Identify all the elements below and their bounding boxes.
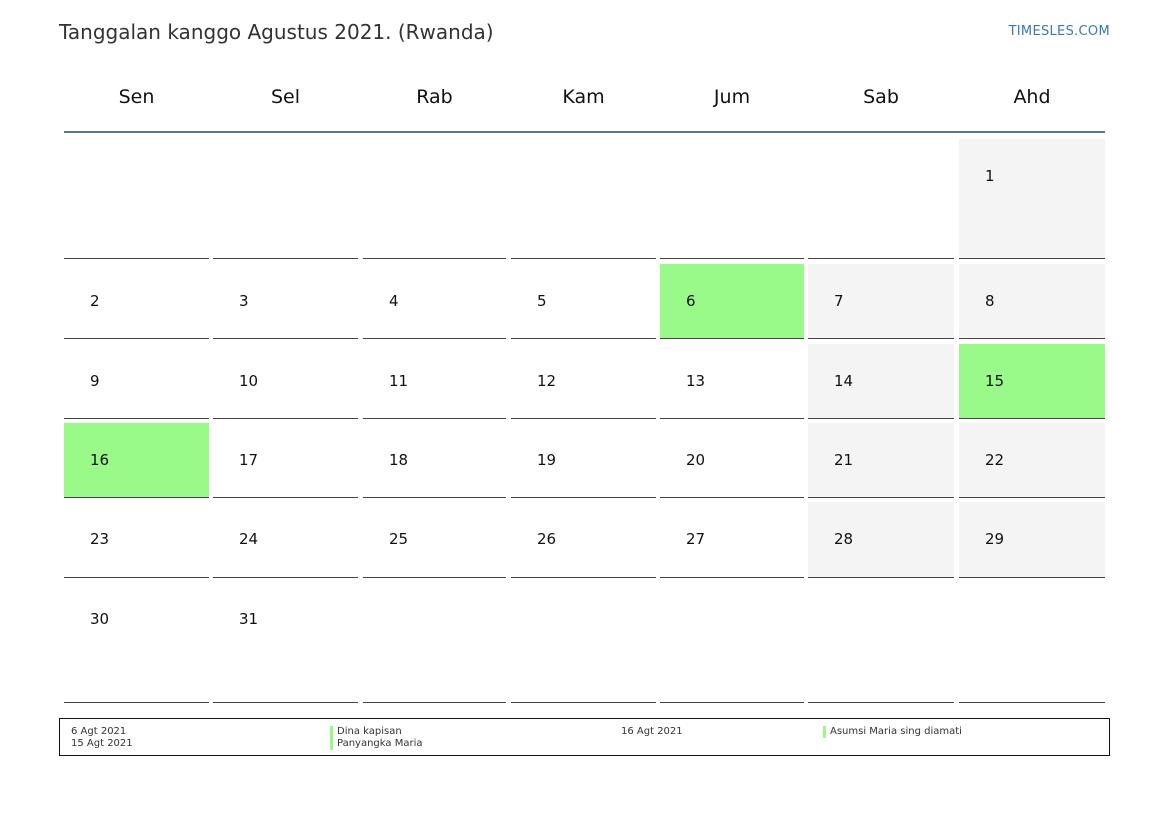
weekday-header: Sab xyxy=(863,86,899,108)
holiday-legend: 6 Agt 2021 15 Agt 2021 Dina kapisan Pany… xyxy=(59,718,1110,756)
day-cell[interactable]: 20 xyxy=(660,423,804,498)
day-number: 4 xyxy=(389,292,399,310)
day-number: 25 xyxy=(389,530,409,548)
legend-date: 15 Agt 2021 xyxy=(71,738,133,749)
empty-day-cell xyxy=(64,139,209,259)
legend-date: 6 Agt 2021 xyxy=(71,726,127,737)
empty-day-cell xyxy=(511,139,656,259)
day-cell[interactable]: 2 xyxy=(64,264,209,339)
day-number: 27 xyxy=(686,530,706,548)
holiday-day-cell[interactable]: 16 xyxy=(64,423,209,498)
weekday-header: Sel xyxy=(270,86,301,108)
day-cell[interactable]: 18 xyxy=(363,423,506,498)
day-cell[interactable]: 27 xyxy=(660,502,804,578)
weekday-header: Ahd xyxy=(1013,86,1051,108)
day-number: 11 xyxy=(389,372,409,390)
day-number: 15 xyxy=(985,372,1005,390)
day-number: 3 xyxy=(239,292,249,310)
day-cell[interactable]: 23 xyxy=(64,502,209,578)
weekend-day-cell[interactable]: 29 xyxy=(959,502,1105,578)
legend-holiday-name: Dina kapisan xyxy=(330,726,402,738)
legend-date: 16 Agt 2021 xyxy=(621,726,683,737)
day-number: 31 xyxy=(239,610,259,628)
day-cell[interactable]: 25 xyxy=(363,502,506,578)
day-number: 14 xyxy=(834,372,854,390)
weekend-day-cell[interactable]: 28 xyxy=(808,502,954,578)
day-number: 8 xyxy=(985,292,995,310)
legend-holiday-name: Asumsi Maria sing diamati xyxy=(823,726,962,738)
day-cell[interactable]: 3 xyxy=(213,264,358,339)
day-number: 24 xyxy=(239,530,259,548)
day-number: 1 xyxy=(985,167,995,185)
day-cell[interactable]: 13 xyxy=(660,344,804,419)
day-number: 18 xyxy=(389,451,409,469)
day-number: 23 xyxy=(90,530,110,548)
day-number: 12 xyxy=(537,372,557,390)
day-cell[interactable]: 24 xyxy=(213,502,358,578)
day-number: 17 xyxy=(239,451,259,469)
empty-day-cell xyxy=(808,582,954,703)
weekday-header: Kam xyxy=(562,86,605,108)
weekend-day-cell[interactable]: 1 xyxy=(959,139,1105,259)
day-cell[interactable]: 26 xyxy=(511,502,656,578)
brand-link[interactable]: TIMESLES.COM xyxy=(1008,24,1110,39)
day-number: 21 xyxy=(834,451,854,469)
weekend-day-cell[interactable]: 7 xyxy=(808,264,954,339)
day-number: 30 xyxy=(90,610,110,628)
empty-day-cell xyxy=(213,139,358,259)
day-number: 7 xyxy=(834,292,844,310)
weekday-header: Sen xyxy=(118,86,155,108)
day-number: 13 xyxy=(686,372,706,390)
day-cell[interactable]: 11 xyxy=(363,344,506,419)
day-number: 22 xyxy=(985,451,1005,469)
day-number: 9 xyxy=(90,372,100,390)
day-cell[interactable]: 9 xyxy=(64,344,209,419)
day-number: 29 xyxy=(985,530,1005,548)
day-cell[interactable]: 17 xyxy=(213,423,358,498)
day-cell[interactable]: 31 xyxy=(213,582,358,703)
empty-day-cell xyxy=(660,582,804,703)
day-cell[interactable]: 4 xyxy=(363,264,506,339)
day-cell[interactable]: 5 xyxy=(511,264,656,339)
legend-holiday-name: Panyangka Maria xyxy=(330,738,422,750)
holiday-day-cell[interactable]: 6 xyxy=(660,264,804,339)
day-cell[interactable]: 10 xyxy=(213,344,358,419)
weekday-header: Rab xyxy=(416,86,453,108)
day-number: 5 xyxy=(537,292,547,310)
empty-day-cell xyxy=(363,582,506,703)
empty-day-cell xyxy=(511,582,656,703)
header-divider xyxy=(64,131,1105,133)
day-number: 28 xyxy=(834,530,854,548)
day-number: 2 xyxy=(90,292,100,310)
holiday-day-cell[interactable]: 15 xyxy=(959,344,1105,419)
day-number: 20 xyxy=(686,451,706,469)
page-title: Tanggalan kanggo Agustus 2021. (Rwanda) xyxy=(59,20,494,44)
weekend-day-cell[interactable]: 14 xyxy=(808,344,954,419)
empty-day-cell xyxy=(660,139,804,259)
day-number: 10 xyxy=(239,372,259,390)
day-cell[interactable]: 19 xyxy=(511,423,656,498)
empty-day-cell xyxy=(959,582,1105,703)
day-number: 6 xyxy=(686,292,696,310)
day-number: 26 xyxy=(537,530,557,548)
weekend-day-cell[interactable]: 22 xyxy=(959,423,1105,498)
day-cell[interactable]: 12 xyxy=(511,344,656,419)
weekend-day-cell[interactable]: 21 xyxy=(808,423,954,498)
day-number: 19 xyxy=(537,451,557,469)
day-number: 16 xyxy=(90,451,110,469)
weekday-header: Jum xyxy=(713,86,751,108)
empty-day-cell xyxy=(808,139,954,259)
day-cell[interactable]: 30 xyxy=(64,582,209,703)
weekend-day-cell[interactable]: 8 xyxy=(959,264,1105,339)
empty-day-cell xyxy=(363,139,506,259)
